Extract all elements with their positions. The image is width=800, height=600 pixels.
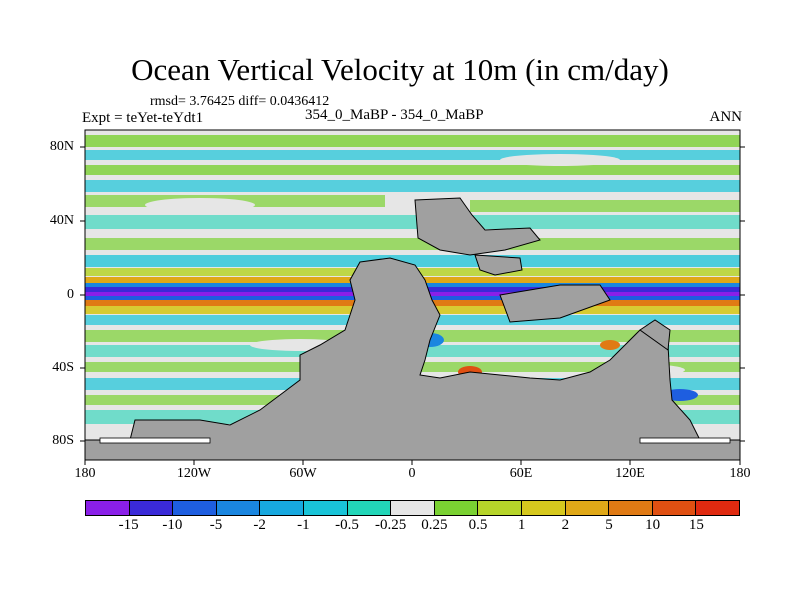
lon-tick-label: 180 xyxy=(74,466,96,481)
band-30n xyxy=(85,215,740,229)
colorbar-label: -10 xyxy=(162,517,183,533)
lat-tick-label: 80N xyxy=(49,139,74,154)
colorbar-swatch xyxy=(434,501,479,515)
lon-ticks xyxy=(84,460,741,465)
band-45n-east xyxy=(470,200,740,212)
antarctic-ice xyxy=(99,437,211,444)
band-60n xyxy=(85,165,740,175)
colorbar-label: 1 xyxy=(517,517,526,533)
colorbar-label: -0.5 xyxy=(335,517,359,533)
lon-tick-label: 0 xyxy=(408,466,416,481)
colorbar-label: 15 xyxy=(688,517,704,533)
lon-tick-label: 60W xyxy=(289,466,317,481)
colorbar-label: -5 xyxy=(209,517,223,533)
case-label: 354_0_MaBP - 354_0_MaBP xyxy=(305,107,484,123)
land xyxy=(85,197,740,460)
colorbar-label: -1 xyxy=(297,517,310,533)
colorbar-swatch xyxy=(86,501,130,515)
band-15n xyxy=(85,255,740,267)
colorbar-label: 0.25 xyxy=(421,517,448,533)
map-title: Ocean Vertical Velocity at 10m (in cm/da… xyxy=(131,52,669,87)
colorbar-swatch xyxy=(173,501,217,515)
lat-tick-label: 40S xyxy=(52,360,74,375)
land-india-asia xyxy=(499,284,611,323)
patch xyxy=(500,154,620,166)
lon-tick-label: 180 xyxy=(729,466,751,481)
lon-tick-label: 120W xyxy=(176,466,212,481)
colorbar-swatch xyxy=(652,501,697,515)
colorbar-label: 5 xyxy=(605,517,613,533)
lon-tick-label: 120E xyxy=(615,466,645,481)
colorbar-label: -15 xyxy=(118,517,139,533)
land-eurasia xyxy=(414,197,541,256)
land-australia-top xyxy=(639,319,671,351)
lat-tick-label: 40N xyxy=(49,213,74,228)
lat-tick-label: 80S xyxy=(52,433,74,448)
lon-tick-label: 60E xyxy=(509,466,533,481)
stats-label: rmsd= 3.76425 diff= 0.0436412 xyxy=(150,94,330,109)
patch xyxy=(145,198,255,212)
antarctic-ice xyxy=(639,437,731,444)
colorbar-label: -2 xyxy=(253,517,266,533)
colorbar xyxy=(85,500,740,516)
lat-tick-label: 0 xyxy=(67,287,74,302)
land-arabia xyxy=(474,254,523,276)
colorbar-swatch xyxy=(478,501,522,515)
experiment-label: Expt = teYet-teYdt1 xyxy=(82,110,204,126)
band-70n xyxy=(85,150,740,160)
colorbar-swatch xyxy=(303,501,348,515)
colorbar-label: 10 xyxy=(645,517,661,533)
colorbar-swatch xyxy=(260,501,304,515)
colorbar-label: 0.5 xyxy=(468,517,488,533)
band-50n xyxy=(85,180,740,192)
colorbar-swatch xyxy=(216,501,261,515)
season-label: ANN xyxy=(709,109,743,125)
colorbar-swatch xyxy=(347,501,392,515)
colorbar-label: -0.25 xyxy=(375,517,407,533)
colorbar-swatch xyxy=(521,501,566,515)
colorbar-swatch xyxy=(609,501,653,515)
colorbar-swatch xyxy=(129,501,174,515)
patch-orange xyxy=(600,340,620,350)
colorbar-swatch xyxy=(565,501,610,515)
colorbar-swatch xyxy=(391,501,435,515)
band-20n xyxy=(85,238,740,250)
colorbar-label: 2 xyxy=(561,517,570,533)
lat-ticks xyxy=(80,146,745,442)
land-americas-south xyxy=(85,257,740,460)
band-80n xyxy=(85,135,740,147)
colorbar-swatch xyxy=(696,501,739,515)
